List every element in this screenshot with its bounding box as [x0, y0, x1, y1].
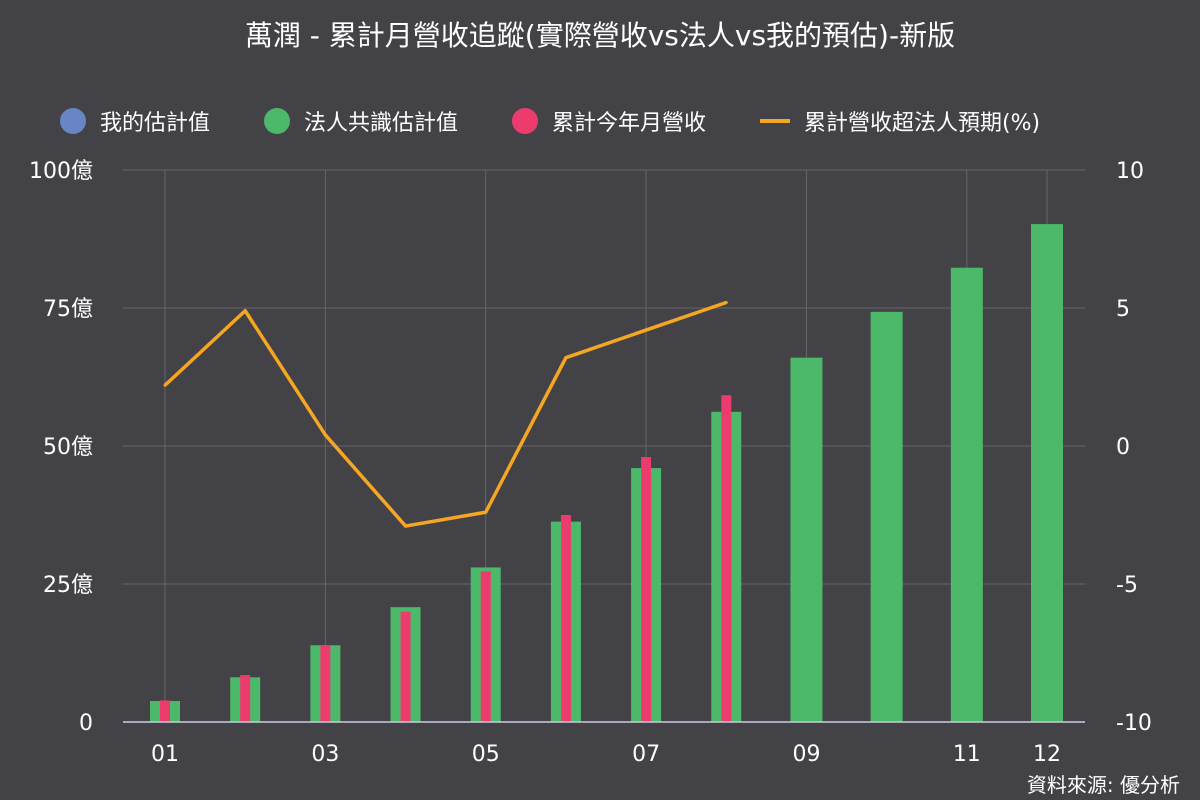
legend-item-my-estimate[interactable]: 我的估計值	[60, 105, 210, 137]
legend-label-my-estimate: 我的估計值	[100, 111, 211, 136]
legend: 我的估計值 法人共識估計值 累計今年月營收 累計營收超法人預期(%)	[60, 106, 1040, 136]
beat-pct-point-08	[724, 300, 728, 304]
beat-pct-point-06	[564, 356, 568, 360]
beat-pct-line	[163, 300, 727, 528]
beat-pct-point-05	[484, 510, 488, 514]
x-tick-label: 11	[953, 742, 981, 767]
legend-label-beat-pct: 累計營收超法人預期(%)	[804, 111, 1041, 136]
x-tick-label: 07	[632, 742, 660, 767]
beat-pct-point-03	[323, 433, 327, 437]
actual-bar-03	[320, 645, 331, 722]
consensus-bar-11	[950, 267, 983, 722]
legend-swatch-consensus	[264, 108, 291, 134]
beat-pct-point-01	[163, 383, 167, 387]
legend-label-cumulative-revenue: 累計今年月營收	[552, 111, 707, 136]
legend-item-beat-pct[interactable]: 累計營收超法人預期(%)	[760, 105, 1040, 137]
legend-item-consensus[interactable]: 法人共識估計值	[264, 105, 458, 137]
beat-pct-point-07	[644, 328, 648, 332]
legend-label-consensus: 法人共識估計值	[304, 111, 459, 136]
legend-swatch-beat-pct	[760, 119, 791, 123]
consensus-bar-10	[870, 311, 903, 722]
y-left-tick-label: 75億	[43, 297, 93, 322]
y-right-tick-label: -5	[1116, 573, 1138, 598]
legend-item-cumulative-revenue[interactable]: 累計今年月營收	[512, 105, 706, 137]
line-series	[163, 300, 728, 528]
y-left-tick-label: 100億	[29, 159, 93, 184]
y-right-tick-label: 10	[1116, 159, 1144, 184]
x-tick-label: 12	[1033, 742, 1061, 767]
consensus-bar-12	[1031, 224, 1063, 722]
legend-swatch-my-estimate	[60, 108, 86, 134]
actual-bar-06	[560, 515, 571, 722]
grid	[123, 169, 1085, 722]
beat-pct-point-02	[243, 309, 247, 313]
y-right-tick-label: 5	[1116, 297, 1130, 322]
x-tick-label: 05	[472, 742, 500, 767]
y-right-tick-label: 0	[1116, 435, 1130, 460]
actual-bar-01	[160, 700, 170, 722]
y-left-tick-label: 25億	[43, 573, 93, 598]
source-credit: 資料來源: 優分析	[1026, 773, 1180, 797]
legend-swatch-cumulative-revenue	[512, 108, 539, 134]
actual-bar-05	[480, 571, 491, 722]
beat-pct-point-04	[404, 524, 408, 528]
x-tick-label: 03	[311, 742, 339, 767]
x-tick-label: 09	[792, 742, 820, 767]
actual-bar-02	[240, 675, 251, 722]
consensus-bar-09	[790, 357, 823, 722]
actual-bar-04	[400, 611, 411, 722]
y-left-tick-label: 0	[79, 711, 93, 736]
y-right-tick-label: -10	[1116, 711, 1152, 736]
actual-bar-08	[721, 395, 732, 722]
x-tick-label: 01	[151, 742, 179, 767]
chart-title: 萬潤 - 累計月營收追蹤(實際營收vs法人vs我的預估)-新版	[244, 19, 956, 52]
y-left-tick-label: 50億	[43, 435, 93, 460]
bars	[150, 224, 1063, 722]
actual-bar-07	[641, 457, 652, 722]
